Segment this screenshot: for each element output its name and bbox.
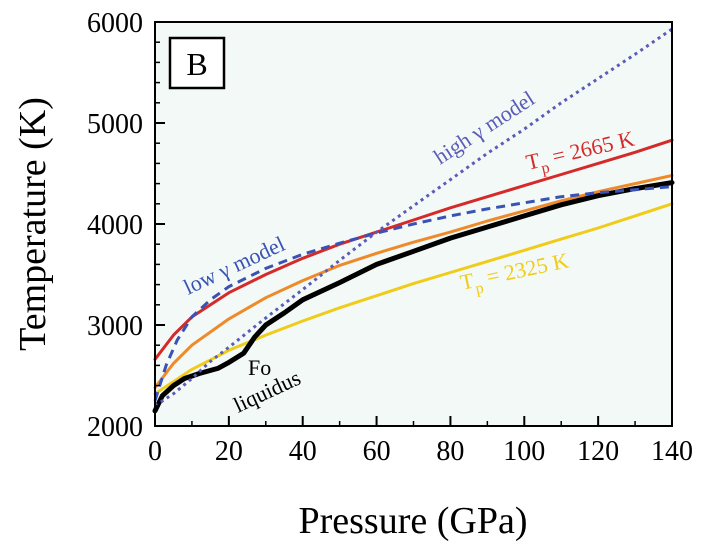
x-tick-label: 60	[363, 436, 391, 467]
series-line-high_gamma	[154, 27, 673, 408]
panel-label-box	[168, 36, 226, 90]
series-layer	[152, 27, 675, 414]
x-tick-label: 140	[651, 436, 693, 467]
ticks-layer: 0 20 40 60 80 100 120 140 2000 3000 4000 5000 6000	[87, 8, 693, 467]
y-tick-label: 5000	[87, 109, 143, 140]
y-tick-label: 6000	[87, 8, 143, 39]
y-tick-label: 4000	[87, 210, 143, 241]
y-tick-label: 3000	[87, 311, 143, 342]
x-tick-label: 0	[148, 436, 162, 467]
annotation-fo_line1: Fo	[248, 355, 271, 380]
x-tick-label: 120	[577, 436, 619, 467]
series-line-curve-2	[153, 174, 674, 390]
x-tick-label: 100	[503, 436, 545, 467]
x-tick-label: 20	[215, 436, 243, 467]
series-line-low_gamma	[153, 185, 673, 402]
y-tick-label: 2000	[87, 412, 143, 443]
x-axis-title: Pressure (GPa)	[298, 500, 527, 542]
y-axis-title: Temperature (K)	[12, 97, 54, 351]
series-line-fo_liquidus	[152, 180, 675, 414]
panel-label: B	[186, 46, 207, 82]
x-tick-label: 40	[289, 436, 317, 467]
series-line-tp_high	[153, 138, 674, 361]
x-tick-label: 80	[436, 436, 464, 467]
